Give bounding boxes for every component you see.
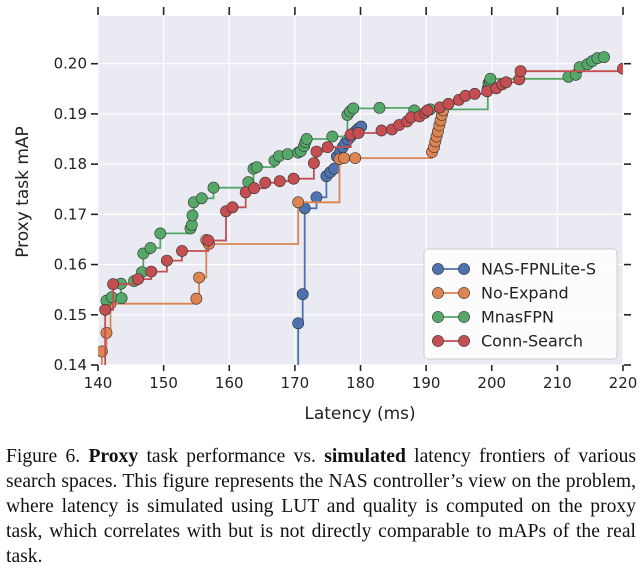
data-point (349, 152, 362, 164)
legend-marker (432, 263, 444, 275)
data-point (347, 102, 360, 115)
data-point (442, 98, 455, 110)
legend-item-conn-search: Conn-Search (432, 332, 583, 351)
x-tick-label: 140 (84, 374, 113, 392)
x-tick-label: 190 (412, 374, 441, 392)
figure-label: Figure 6. (6, 446, 81, 467)
data-point (292, 317, 305, 330)
legend-label: MnasFPN (481, 308, 554, 327)
legend-item-nas-fpnlite-s: NAS-FPNLite-S (432, 260, 596, 279)
data-point (338, 152, 350, 164)
y-tick-labels: 0.14 0.15 0.16 0.17 0.18 0.19 0.20 (54, 55, 87, 374)
figure-caption: Figure 6. Proxy task performance vs. sim… (6, 444, 636, 569)
data-point (195, 192, 208, 205)
series-conn-search (99, 62, 623, 365)
data-point (207, 181, 220, 194)
y-tick-label: 0.19 (54, 105, 87, 123)
data-point (107, 278, 119, 291)
y-tick-label: 0.17 (54, 205, 87, 223)
legend-label: No-Expand (481, 284, 569, 303)
x-tick-label: 200 (477, 374, 506, 392)
data-point (352, 127, 365, 139)
data-point (321, 141, 334, 153)
data-point (326, 130, 339, 143)
x-tick-label: 160 (215, 374, 244, 392)
data-point (115, 292, 128, 305)
data-point (160, 254, 173, 267)
data-point (281, 148, 294, 160)
data-point (307, 157, 320, 169)
data-point (292, 196, 305, 209)
caption-bold-proxy: Proxy (88, 446, 139, 467)
y-tick-label: 0.14 (54, 356, 87, 374)
series-group (98, 51, 623, 365)
data-point (617, 62, 623, 75)
x-tick-label: 210 (543, 374, 572, 392)
data-point (193, 271, 205, 284)
data-point (226, 201, 239, 214)
data-point (514, 65, 527, 78)
x-tick-label: 220 (609, 374, 638, 392)
legend-item-mnasfpn: MnasFPN (432, 308, 554, 327)
data-point (190, 292, 203, 305)
y-axis-label: Proxy task mAP (13, 126, 33, 258)
data-point (145, 265, 158, 278)
legend-label: Conn-Search (481, 332, 583, 351)
data-point (176, 245, 188, 257)
legend-box (423, 248, 618, 360)
caption-text-2: latency frontiers of various search spac… (6, 446, 637, 567)
legend: NAS-FPNLite-S No-Expand MnasFPN Conn-Search (423, 248, 618, 360)
data-point (296, 288, 309, 301)
legend-marker (432, 287, 444, 299)
data-point (259, 176, 272, 189)
caption-bold-simulated: simulated (324, 446, 406, 467)
data-point (105, 291, 118, 304)
y-tick-label: 0.18 (54, 155, 87, 173)
x-tick-label: 170 (281, 374, 310, 392)
x-tick-label: 150 (149, 374, 178, 392)
data-point (287, 172, 300, 185)
axis-ticks (91, 7, 631, 371)
legend-marker (458, 287, 470, 299)
data-point (375, 124, 388, 137)
legend-marker (458, 335, 470, 347)
data-point (99, 303, 112, 316)
y-tick-label: 0.20 (54, 55, 87, 73)
data-point (484, 72, 497, 85)
data-point (202, 234, 215, 247)
data-point (154, 227, 167, 240)
y-tick-label: 0.15 (54, 306, 87, 324)
data-point (273, 175, 286, 188)
x-tick-labels: 140 150 160 170 180 190 200 210 220 (84, 374, 638, 392)
data-point (300, 133, 313, 145)
data-point (250, 161, 263, 173)
data-point (421, 104, 434, 117)
legend-marker (458, 311, 470, 323)
caption-text-1: task performance vs. (138, 446, 325, 467)
x-axis-label: Latency (ms) (304, 404, 415, 424)
data-point (248, 182, 261, 195)
legend-item-no-expand: No-Expand (432, 284, 569, 303)
legend-marker (432, 311, 444, 323)
data-point (468, 87, 481, 100)
legend-label: NAS-FPNLite-S (481, 260, 596, 279)
data-point (132, 273, 144, 285)
data-point (373, 102, 386, 114)
data-point (500, 76, 513, 89)
data-point (186, 209, 199, 222)
data-point (598, 51, 610, 64)
latency-map-chart: 140 150 160 170 180 190 200 210 220 0.14 0.15 0.16… (13, 7, 638, 424)
y-tick-label: 0.16 (54, 256, 87, 274)
legend-marker (432, 335, 444, 347)
data-point (310, 191, 323, 204)
x-tick-label: 180 (346, 374, 375, 392)
data-point (144, 242, 157, 254)
legend-marker (458, 263, 470, 275)
data-point (100, 326, 113, 339)
data-point (310, 145, 323, 158)
